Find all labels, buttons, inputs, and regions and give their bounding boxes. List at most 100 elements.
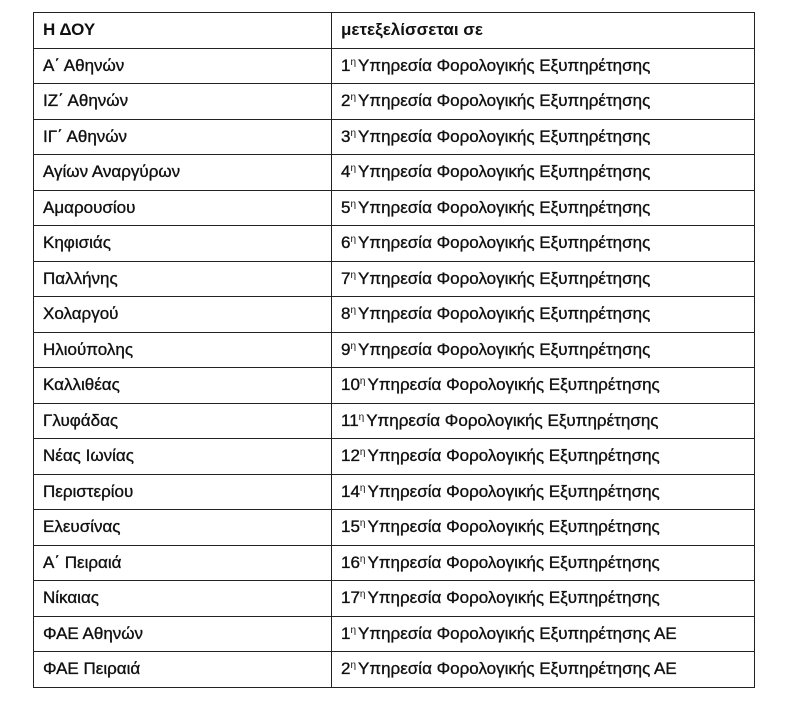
ordinal-suffix: η — [359, 553, 366, 565]
table-row: Παλλήνης 7η Υπηρεσία Φορολογικής Εξυπηρέτη… — [33, 260, 755, 297]
service-name: 15η Υπηρεσία Φορολογικής Εξυπηρέτησης — [331, 509, 755, 546]
service-name: 6η Υπηρεσία Φορολογικής Εξυπηρέτησης — [331, 225, 755, 262]
ordinal-suffix: η — [350, 624, 357, 636]
service-number: 7 — [341, 268, 351, 288]
table-row: Νέας Ιωνίας 12η Υπηρεσία Φορολογικής Εξυπη… — [33, 438, 755, 475]
table-row: Γλυφάδας 11η Υπηρεσία Φορολογικής Εξυπηρέτ… — [33, 402, 755, 439]
doy-name: Χολαργού — [33, 296, 332, 333]
doy-name: Γλυφάδας — [33, 402, 332, 439]
doy-mapping-table: Η ΔΟΥ μετεξελίσσεται σε Α΄ Αθηνών 1η Υπηρε… — [33, 12, 755, 688]
service-label: Υπηρεσία Φορολογικής Εξυπηρέτησης — [366, 410, 659, 430]
service-label: Υπηρεσία Φορολογικής Εξυπηρέτησης — [358, 126, 651, 146]
service-label: Υπηρεσία Φορολογικής Εξυπηρέτησης — [367, 517, 660, 537]
service-label: Υπηρεσία Φορολογικής Εξυπηρέτησης — [367, 446, 660, 466]
doy-name: ΙΓ΄ Αθηνών — [33, 118, 332, 155]
service-name: 12η Υπηρεσία Φορολογικής Εξυπηρέτησης — [331, 438, 755, 475]
ordinal-suffix: η — [359, 589, 366, 601]
ordinal-suffix: η — [350, 269, 357, 281]
ordinal-suffix: η — [350, 198, 357, 210]
service-name: 1η Υπηρεσία Φορολογικής Εξυπηρέτησης ΑΕ — [331, 615, 755, 652]
service-label: Υπηρεσία Φορολογικής Εξυπηρέτησης ΑΕ — [358, 659, 677, 679]
ordinal-suffix: η — [359, 376, 366, 388]
table-row: Αμαρουσίου 5η Υπηρεσία Φορολογικής Εξυπηρέ… — [33, 189, 755, 226]
table-row: Χολαργού 8η Υπηρεσία Φορολογικής Εξυπηρέτη… — [33, 296, 755, 333]
service-label: Υπηρεσία Φορολογικής Εξυπηρέτησης — [358, 339, 651, 359]
doy-name: ΙΖ΄ Αθηνών — [33, 83, 332, 120]
service-name: 10η Υπηρεσία Φορολογικής Εξυπηρέτησης — [331, 367, 755, 404]
table-row: Περιστερίου 14η Υπηρεσία Φορολογικής Εξυπη… — [33, 473, 755, 510]
ordinal-suffix: η — [350, 305, 357, 317]
table-row: Ελευσίνας 15η Υπηρεσία Φορολογικής Εξυπηρέ… — [33, 509, 755, 546]
ordinal-suffix: η — [350, 92, 357, 104]
ordinal-suffix: η — [359, 447, 366, 459]
table-row: Ηλιούπολης 9η Υπηρεσία Φορολογικής Εξυπηρέ… — [33, 331, 755, 368]
service-label: Υπηρεσία Φορολογικής Εξυπηρέτησης — [358, 197, 651, 217]
service-name: 3η Υπηρεσία Φορολογικής Εξυπηρέτησης — [331, 118, 755, 155]
service-number: 12 — [341, 446, 360, 466]
service-name: 2η Υπηρεσία Φορολογικής Εξυπηρέτησης ΑΕ — [331, 651, 755, 688]
doy-name: Παλλήνης — [33, 260, 332, 297]
service-label: Υπηρεσία Φορολογικής Εξυπηρέτησης — [367, 375, 660, 395]
table-header-row: Η ΔΟΥ μετεξελίσσεται σε — [33, 12, 755, 49]
doy-name: Καλλιθέας — [33, 367, 332, 404]
service-number: 2 — [341, 91, 351, 111]
service-number: 4 — [341, 162, 351, 182]
ordinal-suffix: η — [359, 482, 366, 494]
doy-name: Περιστερίου — [33, 473, 332, 510]
table-row: Καλλιθέας 10η Υπηρεσία Φορολογικής Εξυπηρέ… — [33, 367, 755, 404]
doy-name: ΦΑΕ Αθηνών — [33, 615, 332, 652]
service-number: 1 — [341, 623, 351, 643]
ordinal-suffix: η — [350, 56, 357, 68]
table-row: Νίκαιας 17η Υπηρεσία Φορολογικής Εξυπηρέτη… — [33, 580, 755, 617]
doy-name: Νέας Ιωνίας — [33, 438, 332, 475]
service-number: 5 — [341, 197, 351, 217]
table-row: ΙΖ΄ Αθηνών 2η Υπηρεσία Φορολογικής Εξυπηρέ… — [33, 83, 755, 120]
table-row: Αγίων Αναργύρων 4η Υπηρεσία Φορολογικής Εξ… — [33, 154, 755, 191]
service-name: 16η Υπηρεσία Φορολογικής Εξυπηρέτησης — [331, 544, 755, 581]
service-number: 11 — [341, 410, 359, 430]
table-row: Κηφισιάς 6η Υπηρεσία Φορολογικής Εξυπηρέτη… — [33, 225, 755, 262]
doy-name: Αγίων Αναργύρων — [33, 154, 332, 191]
doy-name: ΦΑΕ Πειραιά — [33, 651, 332, 688]
service-name: 1η Υπηρεσία Φορολογικής Εξυπηρέτησης — [331, 47, 755, 84]
service-number: 15 — [341, 517, 360, 537]
doy-name: Ελευσίνας — [33, 509, 332, 546]
service-name: 14η Υπηρεσία Φορολογικής Εξυπηρέτησης — [331, 473, 755, 510]
service-number: 1 — [341, 55, 351, 75]
table-row: ΙΓ΄ Αθηνών 3η Υπηρεσία Φορολογικής Εξυπηρέ… — [33, 118, 755, 155]
service-name: 11η Υπηρεσία Φορολογικής Εξυπηρέτησης — [331, 402, 755, 439]
ordinal-suffix: η — [350, 340, 357, 352]
service-name: 4η Υπηρεσία Φορολογικής Εξυπηρέτησης — [331, 154, 755, 191]
service-label: Υπηρεσία Φορολογικής Εξυπηρέτησης — [367, 588, 660, 608]
table-row: Α΄ Αθηνών 1η Υπηρεσία Φορολογικής Εξυπηρέτ… — [33, 47, 755, 84]
service-number: 2 — [341, 659, 351, 679]
doy-name: Νίκαιας — [33, 580, 332, 617]
service-label: Υπηρεσία Φορολογικής Εξυπηρέτησης — [367, 481, 660, 501]
ordinal-suffix: η — [350, 127, 357, 139]
header-becomes: μετεξελίσσεται σε — [331, 12, 755, 49]
service-label: Υπηρεσία Φορολογικής Εξυπηρέτησης — [358, 233, 651, 253]
service-number: 6 — [341, 233, 351, 253]
service-label: Υπηρεσία Φορολογικής Εξυπηρέτησης — [358, 304, 651, 324]
service-label: Υπηρεσία Φορολογικής Εξυπηρέτησης ΑΕ — [358, 623, 677, 643]
service-name: 7η Υπηρεσία Φορολογικής Εξυπηρέτησης — [331, 260, 755, 297]
service-number: 16 — [341, 552, 360, 572]
doy-name: Κηφισιάς — [33, 225, 332, 262]
service-name: 8η Υπηρεσία Φορολογικής Εξυπηρέτησης — [331, 296, 755, 333]
service-label: Υπηρεσία Φορολογικής Εξυπηρέτησης — [358, 268, 651, 288]
service-number: 9 — [341, 339, 351, 359]
service-number: 14 — [341, 481, 360, 501]
table-row: Α΄ Πειραιά 16η Υπηρεσία Φορολογικής Εξυπηρ… — [33, 544, 755, 581]
service-label: Υπηρεσία Φορολογικής Εξυπηρέτησης — [358, 55, 651, 75]
service-number: 3 — [341, 126, 351, 146]
service-name: 5η Υπηρεσία Φορολογικής Εξυπηρέτησης — [331, 189, 755, 226]
ordinal-suffix: η — [359, 518, 366, 530]
doy-name: Α΄ Αθηνών — [33, 47, 332, 84]
ordinal-suffix: η — [350, 660, 357, 672]
header-doy: Η ΔΟΥ — [33, 12, 332, 49]
service-number: 10 — [341, 375, 360, 395]
service-name: 9η Υπηρεσία Φορολογικής Εξυπηρέτησης — [331, 331, 755, 368]
service-label: Υπηρεσία Φορολογικής Εξυπηρέτησης — [367, 552, 660, 572]
service-name: 17η Υπηρεσία Φορολογικής Εξυπηρέτησης — [331, 580, 755, 617]
service-number: 17 — [341, 588, 360, 608]
